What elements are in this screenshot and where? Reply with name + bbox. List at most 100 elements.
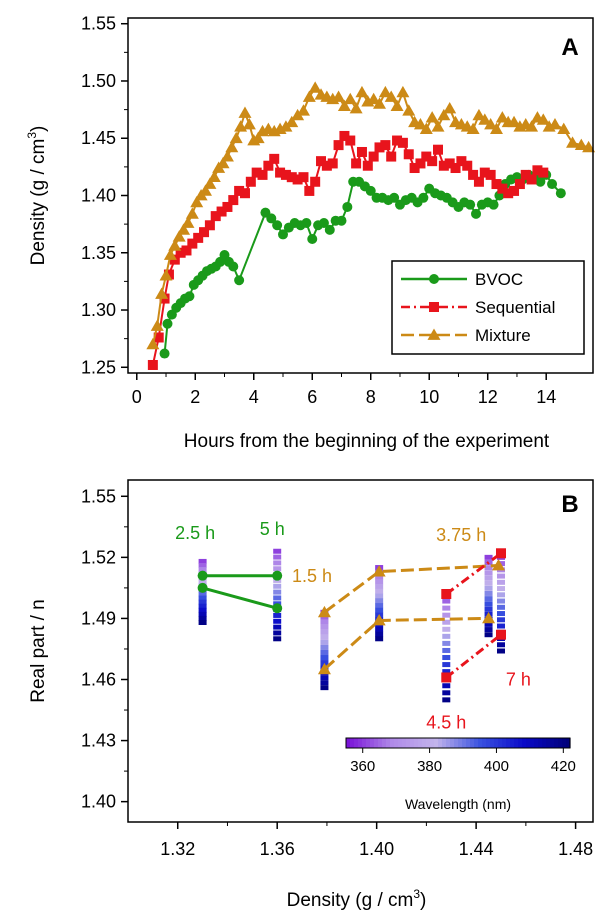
panel-a-point-sequential — [199, 227, 210, 238]
panel-a-point-bvoc — [418, 192, 429, 203]
panel-b-x-axis-title-superscript: 3 — [413, 887, 420, 901]
panel-b-colorbar-segment — [378, 738, 383, 748]
panel-a-legend: BVOC Sequential Mixture — [391, 260, 585, 355]
panel-b-series-point — [495, 548, 506, 559]
panel-a-point-bvoc — [365, 185, 376, 196]
panel-b-colorbar-segment — [382, 738, 387, 748]
panel-b-series — [441, 629, 506, 683]
panel-b-wavelength-cell — [320, 649, 329, 655]
panel-a-point-sequential — [438, 160, 449, 171]
panel-a-legend-label: Sequential — [475, 298, 555, 317]
panel-b-colorbar-segment — [414, 738, 419, 748]
panel-b-colorbar-segment — [534, 738, 539, 748]
panel-a-point-bvoc — [471, 208, 482, 219]
panel-a-x-tick-label: 8 — [366, 387, 376, 407]
panel-a-legend-label: Mixture — [475, 326, 531, 345]
panel-a-point-mixture — [155, 287, 169, 299]
panel-b-label: B — [561, 491, 578, 518]
panel-a-point-sequential — [503, 188, 514, 199]
panel-a-point-mixture — [159, 269, 173, 281]
panel-b-series-line — [445, 552, 502, 596]
panel-b-wavelength-cell — [273, 595, 282, 601]
panel-b-wavelength-cell — [320, 639, 329, 645]
panel-a-point-mixture — [302, 90, 316, 102]
panel-b-wavelength-cell — [320, 614, 329, 620]
panel-b-colorbar-segment — [358, 738, 363, 748]
panel-b-wavelength-columns — [198, 548, 505, 703]
panel-a-point-bvoc — [162, 318, 173, 329]
panel-a-point-sequential — [292, 174, 303, 185]
panel-a-point-sequential — [257, 169, 268, 180]
panel-b-wavelength-column — [273, 548, 282, 642]
panel-a-point-sequential — [181, 245, 192, 256]
panel-a-y-tick-label: 1.35 — [81, 243, 116, 263]
panel-b-wavelength-cell — [198, 595, 207, 601]
panel-b-wavelength-cell — [484, 590, 493, 596]
panel-b-wavelength-cell — [320, 655, 329, 661]
panel-a-point-mixture — [349, 101, 363, 114]
panel-b-colorbar-segment — [422, 738, 427, 748]
panel-a: 0 2 4 6 8 10 12 14 1.25 1.30 1.35 1.40 1.45 1.50 1.55… — [25, 14, 596, 452]
panel-b-wavelength-cell — [320, 660, 329, 666]
panel-b-x-axis-title: Density (g / cm3) — [287, 887, 427, 911]
panel-b-wavelength-cell — [442, 697, 451, 703]
panel-b-wavelength-cell — [198, 567, 207, 573]
panel-a-point-mixture — [168, 239, 182, 251]
panel-b-wavelength-cell — [320, 634, 329, 640]
panel-a-y-tick-label: 1.25 — [81, 357, 116, 377]
panel-a-point-sequential — [351, 158, 362, 169]
panel-b-wavelength-cell — [484, 596, 493, 602]
panel-b-wavelength-cell — [375, 574, 384, 580]
panel-b-series-group — [197, 548, 506, 683]
panel-a-point-sequential — [479, 167, 490, 178]
panel-b-wavelength-cell — [320, 629, 329, 635]
panel-b-annotations: 2.5 h 5 h 1.5 h 3.75 h 4.5 h 7 h — [175, 519, 531, 732]
panel-b-wavelength-cell — [442, 669, 451, 675]
panel-b-wavelength-cell — [198, 615, 207, 621]
panel-b-wavelength-cell — [198, 563, 207, 568]
panel-a-x-tick-label: 12 — [478, 387, 498, 407]
panel-b-colorbar-segment — [466, 738, 471, 748]
panel-b-colorbar-segment — [346, 738, 351, 748]
panel-b-wavelength-cell — [375, 631, 384, 637]
panel-b-colorbar-segment — [486, 738, 491, 748]
panel-b-colorbar-segment — [454, 738, 459, 748]
panel-a-point-sequential — [427, 156, 438, 167]
panel-b-series-point — [372, 613, 386, 626]
panel-a-point-mixture — [507, 115, 521, 128]
panel-a-series-sequential — [147, 130, 549, 370]
panel-b-series-point — [272, 603, 283, 614]
panel-b-wavelength-cell — [442, 662, 451, 668]
panel-a-point-bvoc — [278, 229, 288, 240]
panel-b-wavelength-cell — [484, 570, 493, 576]
panel-b-y-tick-label: 1.49 — [81, 608, 116, 628]
panel-a-y-axis-title-superscript: 3 — [25, 132, 39, 139]
panel-b-colorbar-tick-label: 380 — [417, 758, 442, 775]
panel-b-colorbar-segment — [366, 738, 371, 748]
panel-a-point-mixture — [308, 81, 322, 93]
panel-b-colorbar-segment — [478, 738, 483, 748]
panel-b-series — [441, 548, 506, 599]
panel-a-x-tick-label: 4 — [249, 387, 259, 407]
panel-a-point-sequential — [538, 167, 549, 178]
panel-a-point-mixture — [242, 118, 256, 130]
panel-b-y-tick-label: 1.43 — [81, 731, 116, 751]
panel-a-point-mixture — [373, 97, 387, 109]
panel-b-wavelength-cell — [375, 584, 384, 590]
panel-b-colorbar-segment — [502, 738, 507, 748]
panel-b-wavelength-cell — [496, 586, 505, 592]
panel-a-point-mixture — [163, 248, 177, 260]
panel-a-point-sequential — [339, 130, 350, 141]
panel-b-colorbar-segment — [526, 738, 531, 748]
panel-a-y-tick-label: 1.45 — [81, 128, 116, 148]
panel-b-wavelength-cell — [273, 618, 282, 624]
panel-b-wavelength-cell — [442, 619, 451, 625]
panel-a-point-sequential — [251, 167, 262, 178]
panel-a-point-sequential — [147, 359, 158, 370]
panel-b-x-tick-label: 1.44 — [459, 839, 494, 859]
panel-a-point-sequential — [210, 211, 221, 222]
panel-b-colorbar-segment — [350, 738, 355, 748]
panel-a-x-tick-label: 14 — [536, 387, 556, 407]
panel-a-point-mixture — [489, 122, 503, 134]
panel-b-colorbar-segment — [446, 738, 451, 748]
